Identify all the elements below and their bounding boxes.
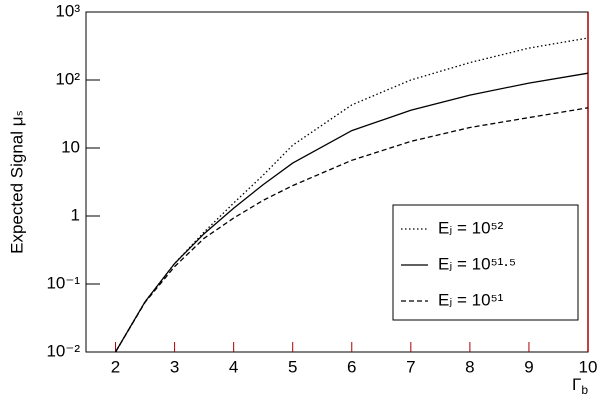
legend-label: Eⱼ = 10⁵² (438, 218, 504, 237)
series-line (114, 37, 589, 353)
x-tick-label: 9 (524, 357, 533, 376)
y-tick-label: 10² (55, 69, 80, 88)
x-axis-title-sub: b (581, 383, 588, 397)
x-tick-label: 5 (288, 357, 297, 376)
y-axis-title: Expected Signal μₛ (7, 110, 26, 254)
x-tick-label: 4 (229, 357, 238, 376)
legend-box (392, 204, 579, 321)
x-tick-label: 10 (579, 357, 598, 376)
x-tick-label: 6 (347, 357, 356, 376)
y-tick-label: 1 (71, 205, 80, 224)
x-tick-label: 3 (170, 357, 179, 376)
y-tick-label: 10 (61, 137, 80, 156)
legend-label: Eⱼ = 10⁵¹ (438, 290, 504, 309)
x-axis-title: Γb (572, 375, 588, 397)
series-line (114, 107, 589, 353)
y-tick-label: 10³ (55, 1, 80, 20)
x-tick-label: 7 (406, 357, 415, 376)
y-tick-label: 10⁻² (46, 341, 80, 360)
y-tick-label: 10⁻¹ (46, 273, 80, 292)
series-line (114, 72, 589, 353)
x-axis-title-main: Γ (572, 375, 581, 394)
x-tick-label: 2 (111, 357, 120, 376)
x-tick-label: 8 (465, 357, 474, 376)
legend-label: Eⱼ = 10⁵¹·⁵ (438, 254, 516, 273)
